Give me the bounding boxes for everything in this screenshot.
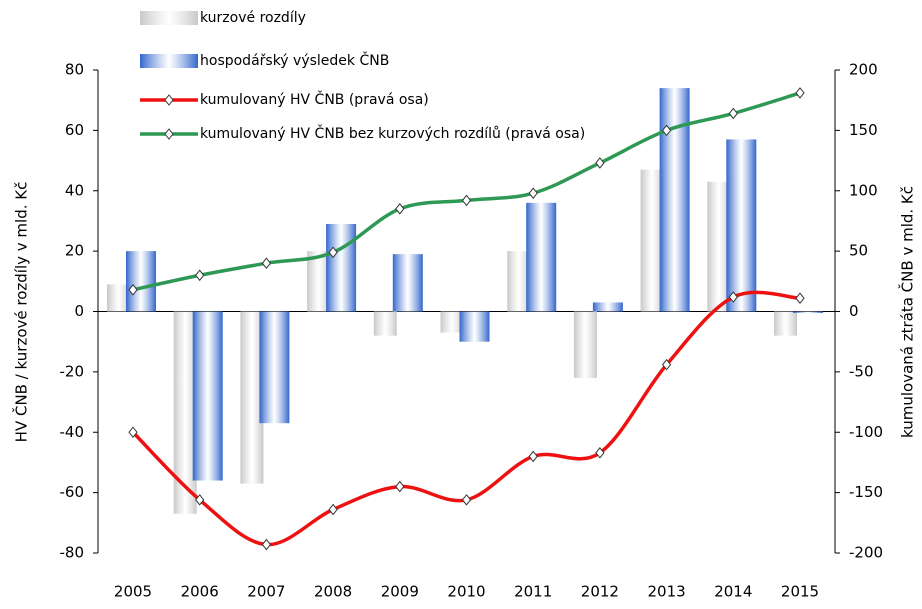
bar [392, 254, 423, 312]
y-tick-label: -20 [60, 362, 85, 380]
bar [726, 139, 757, 312]
bar [774, 311, 797, 336]
legend-label: kumulovaný HV ČNB (pravá osa) [200, 92, 429, 108]
marker [461, 494, 472, 506]
y2-tick-label: -200 [849, 544, 883, 562]
marker [728, 291, 738, 303]
marker [395, 480, 405, 493]
y-tick-label: 60 [65, 121, 84, 139]
bar [259, 311, 290, 424]
y2-tick-label: 0 [849, 302, 859, 320]
legend-label: kumulovaný HV ČNB bez kurzových rozdílů … [200, 126, 586, 142]
y2-tick-label: -50 [849, 362, 874, 380]
bar [707, 181, 731, 312]
marker [795, 292, 805, 305]
x-tick-label: 2009 [381, 583, 419, 601]
marker [128, 426, 138, 439]
bar [592, 302, 623, 312]
bar [507, 251, 531, 312]
marker [328, 246, 338, 259]
x-tick-label: 2015 [781, 583, 819, 601]
marker [661, 124, 672, 137]
marker [128, 283, 138, 296]
y-tick-label: -60 [60, 483, 85, 501]
y2-tick-label: -100 [849, 423, 883, 441]
y2-axis-label: kumulovaná ztráta ČNB v mld. Kč [898, 186, 917, 438]
bar [326, 223, 357, 312]
y2-tick-label: 50 [849, 242, 868, 260]
bar [173, 311, 197, 514]
y-axis-label: HV ČNB / kurzové rozdíly v mld. Kč [12, 182, 31, 443]
legend-swatch [140, 54, 198, 68]
marker [595, 157, 605, 169]
bar [192, 311, 223, 481]
marker [395, 203, 405, 215]
bar [107, 284, 130, 312]
bar [440, 311, 464, 333]
y-tick-label: 80 [65, 61, 84, 79]
x-tick-label: 2006 [181, 583, 219, 601]
y-tick-label: -80 [60, 544, 85, 562]
marker [261, 538, 272, 551]
bar [659, 88, 690, 312]
marker [195, 494, 205, 506]
x-tick-label: 2007 [247, 583, 285, 601]
bar [240, 311, 264, 484]
bar [793, 311, 823, 314]
y2-tick-label: 150 [849, 121, 878, 139]
bar [573, 311, 597, 378]
y2-tick-label: 200 [849, 61, 878, 79]
marker [195, 269, 205, 282]
bar [373, 311, 397, 336]
marker [728, 107, 738, 120]
bar [640, 169, 664, 312]
y-tick-label: 0 [74, 302, 84, 320]
y-tick-label: -40 [60, 423, 85, 441]
bar [459, 311, 490, 342]
line [132, 91, 801, 292]
legend-label: hospodářský výsledek ČNB [200, 53, 390, 69]
x-tick-label: 2005 [114, 583, 152, 601]
x-tick-label: 2008 [314, 583, 352, 601]
marker [261, 257, 272, 270]
legend-marker [164, 128, 174, 140]
y2-tick-label: -150 [849, 483, 883, 501]
bar [307, 251, 331, 312]
y2-tick-label: 100 [849, 181, 878, 199]
x-tick-label: 2012 [581, 583, 619, 601]
legend-label: kurzové rozdíly [200, 10, 306, 26]
x-tick-label: 2013 [648, 583, 686, 601]
marker [528, 187, 538, 199]
x-tick-label: 2011 [514, 583, 552, 601]
marker [595, 446, 605, 459]
x-tick-label: 2014 [714, 583, 752, 601]
bar [526, 202, 557, 312]
marker [461, 194, 472, 207]
legend-swatch [140, 11, 198, 25]
marker [328, 503, 338, 516]
legend-marker [164, 94, 174, 106]
bar [126, 251, 156, 312]
x-tick-label: 2010 [447, 583, 485, 601]
marker [661, 358, 672, 371]
y-tick-label: 40 [65, 181, 84, 199]
marker [528, 450, 538, 463]
marker [795, 87, 805, 99]
y-tick-label: 20 [65, 242, 84, 260]
